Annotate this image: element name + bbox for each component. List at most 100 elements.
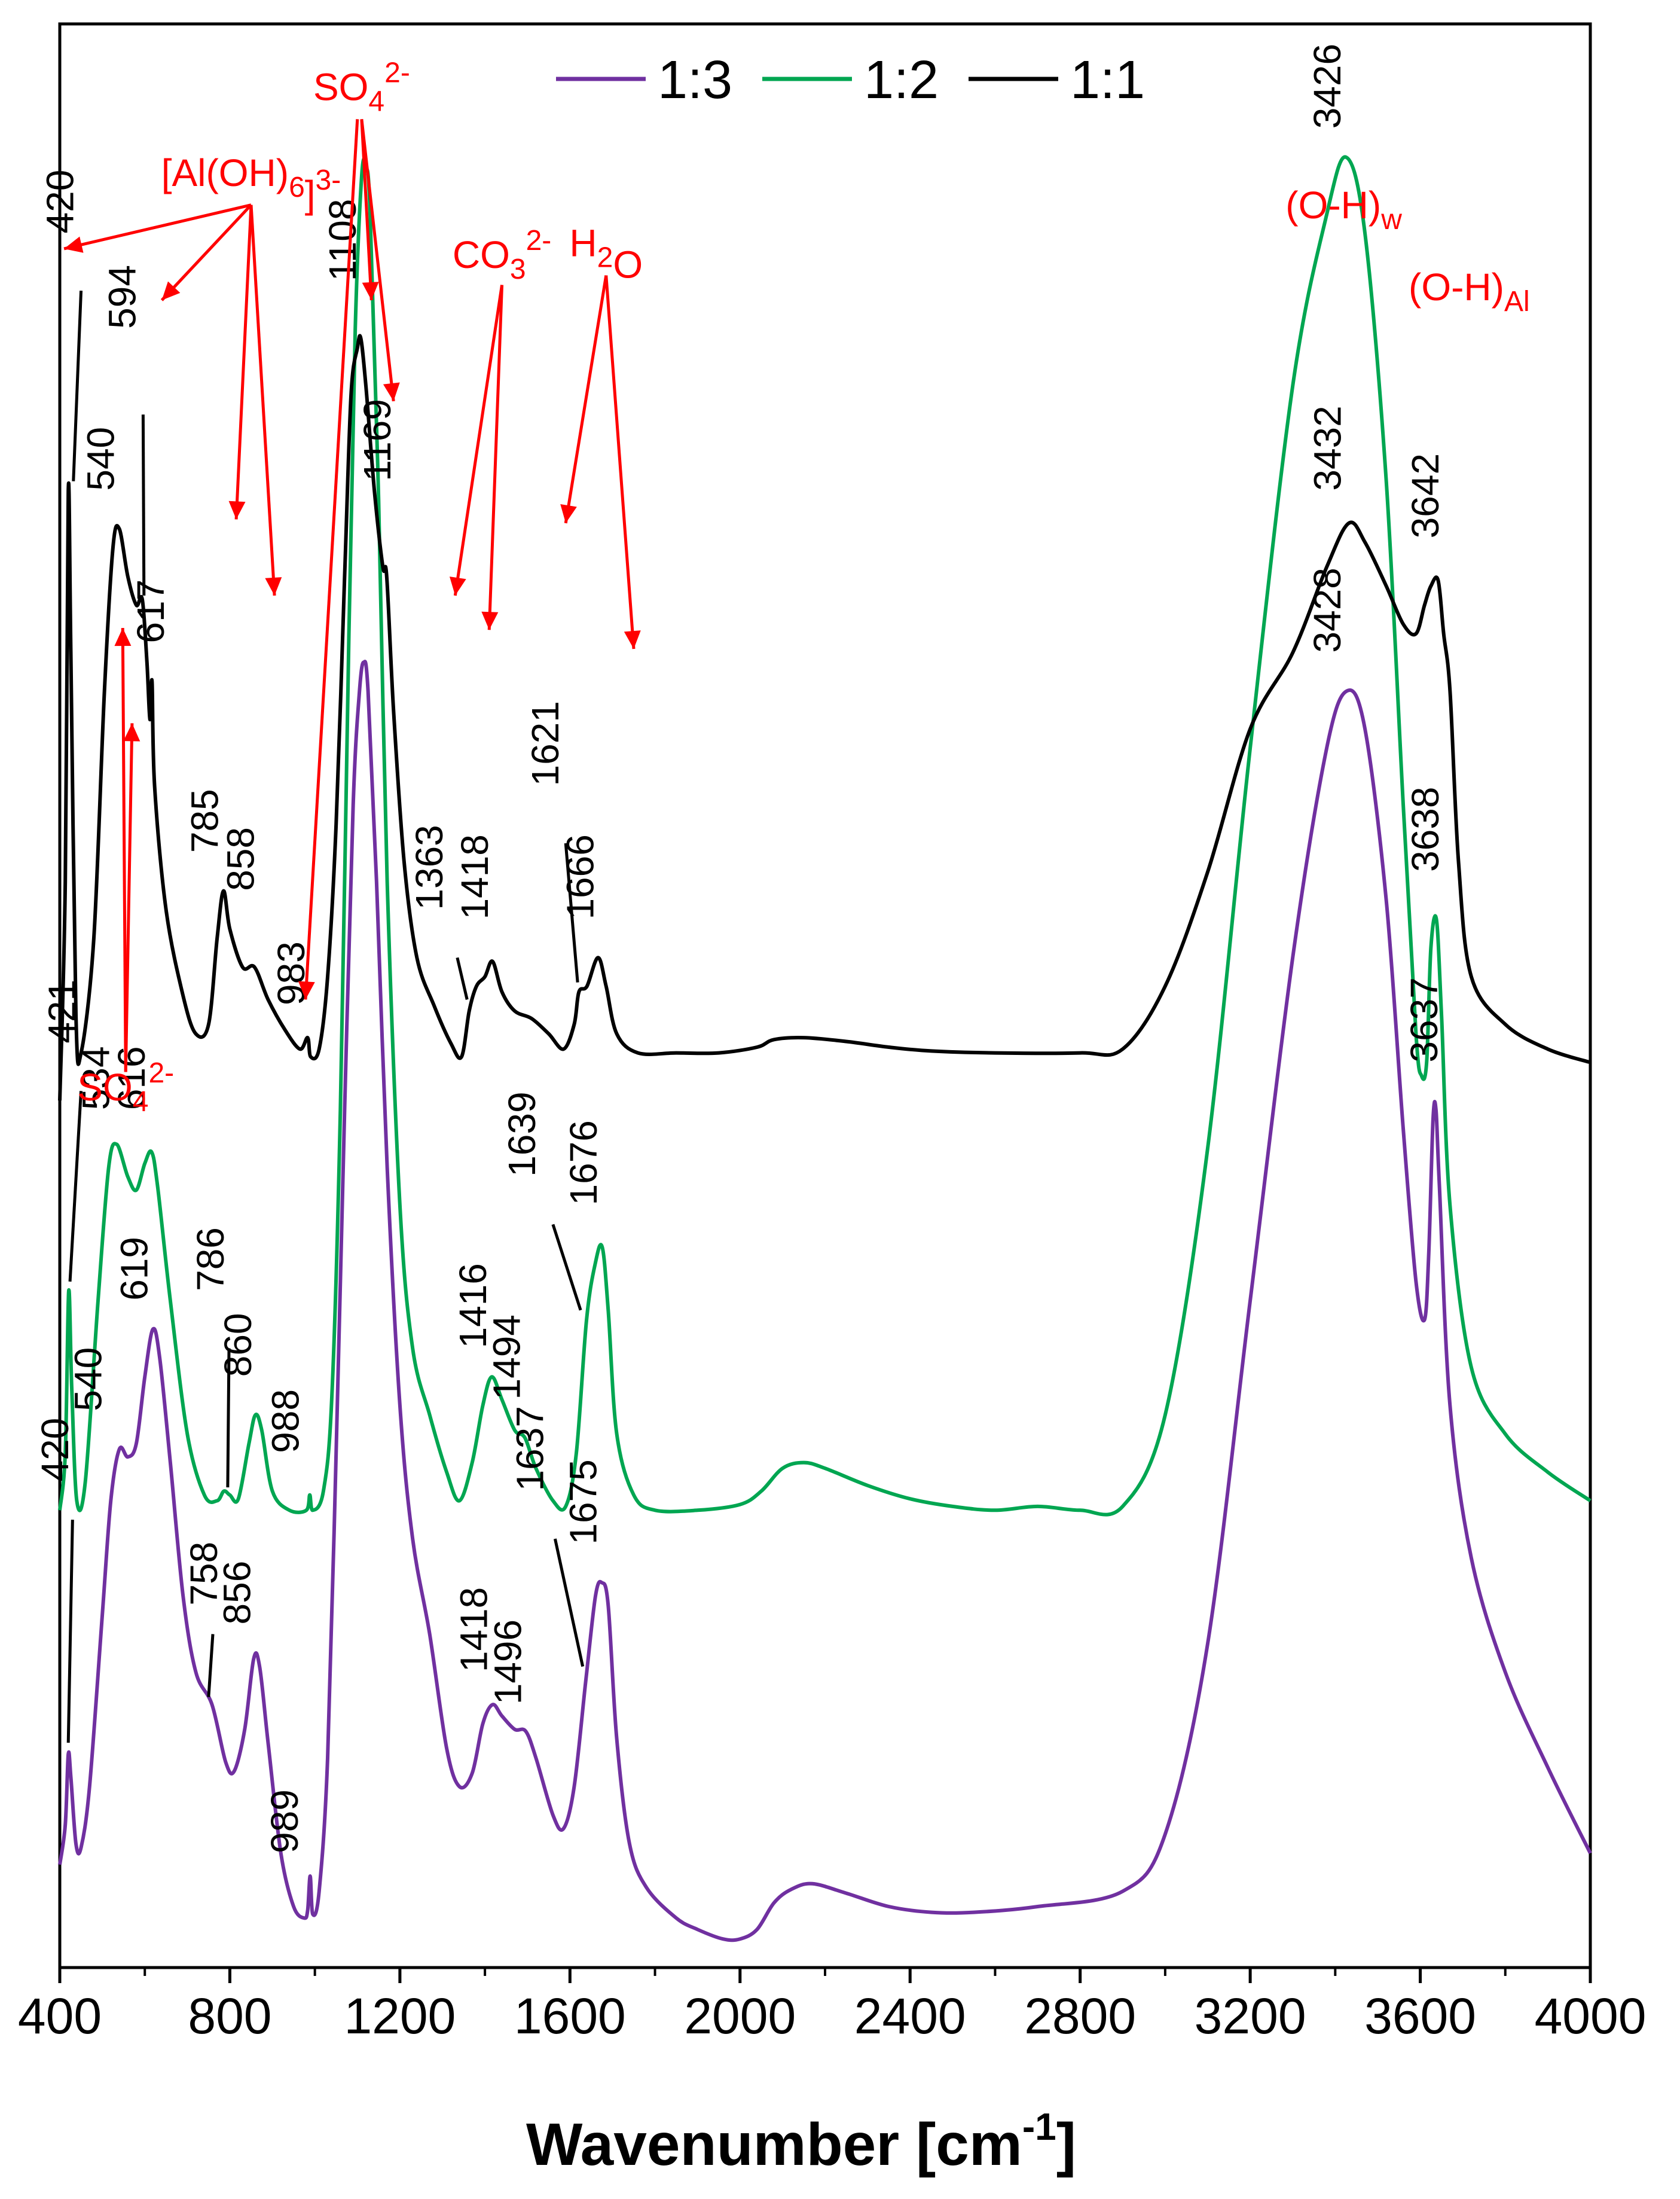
annotation-label: SO42- — [313, 57, 410, 117]
annotation-arrow-line — [234, 205, 253, 520]
annotation-arrow-head — [383, 382, 400, 401]
peak-label: 989 — [263, 1789, 306, 1853]
peak-label: 420 — [39, 170, 82, 234]
peak-label: 617 — [129, 580, 172, 643]
annotation-arrow-line — [604, 275, 636, 649]
annotation-label: H2O — [569, 222, 643, 286]
legend-label-1-3: 1:3 — [658, 50, 732, 110]
peak-leader-line — [66, 1520, 74, 1743]
x-tick-label: 1600 — [514, 1988, 626, 2044]
peak-label: 540 — [79, 427, 122, 491]
annotation-arrow-head — [123, 723, 140, 742]
peak-label: 420 — [33, 1418, 77, 1482]
peak-label: 1363 — [408, 825, 451, 910]
peak-label: 540 — [67, 1347, 110, 1411]
peak-label: 3638 — [1404, 787, 1447, 872]
x-tick-label: 3200 — [1195, 1988, 1306, 2044]
x-axis-label-main: Wavenumber [cm — [526, 2111, 1022, 2178]
peak-label: 1639 — [500, 1091, 543, 1176]
annotation-arrow-head — [64, 236, 84, 253]
annotation-arrow-head — [481, 611, 499, 630]
peak-leader-line — [564, 843, 579, 983]
annotation-arrow-line — [304, 119, 359, 1000]
peak-label: 1418 — [453, 834, 496, 919]
series-line-1-1 — [58, 334, 1591, 1101]
annotation-label: SO42- — [77, 1057, 174, 1118]
peak-leader-line — [72, 290, 83, 481]
peak-label: 534 — [74, 1046, 117, 1110]
annotation-arrow-line — [160, 203, 252, 301]
peak-leader-line — [554, 1538, 585, 1667]
peak-label: 1676 — [562, 1120, 605, 1205]
annotation-main: SO — [77, 1066, 132, 1109]
annotation-main: H — [569, 222, 597, 265]
annotation-sup: 2- — [384, 57, 410, 89]
peak-label: 786 — [189, 1227, 232, 1291]
annotation-arrow-head — [265, 577, 282, 596]
x-tick-label: 4000 — [1535, 1988, 1647, 2044]
peak-label: 616 — [110, 1046, 153, 1110]
annotation-label: (O-H)w — [1285, 184, 1402, 236]
x-tick-label: 3600 — [1364, 1988, 1476, 2044]
annotation-main: SO — [313, 65, 368, 108]
peak-label: 1496 — [487, 1619, 530, 1704]
peak-leader-line — [226, 1348, 231, 1488]
peak-label: 758 — [182, 1542, 225, 1606]
x-axis-label-close: ] — [1056, 2111, 1076, 2178]
peak-label: 3642 — [1404, 453, 1447, 538]
annotation-arrow-head — [624, 630, 641, 649]
peak-leader-line — [551, 1224, 582, 1311]
annotation-close: O — [613, 243, 643, 286]
annotation-arrow-line — [121, 628, 127, 1072]
legend-label-1-2: 1:2 — [864, 50, 939, 110]
peak-label: 421 — [41, 980, 84, 1044]
annotation-sub: 2 — [597, 242, 613, 274]
peak-label: 619 — [112, 1237, 155, 1301]
annotation-main: (O-H) — [1409, 266, 1504, 309]
x-tick-label: 2000 — [684, 1988, 796, 2044]
annotation-arrow-head — [114, 628, 132, 646]
peak-label: 860 — [216, 1313, 259, 1377]
x-axis-label: Wavenumber [cm-1] — [526, 2105, 1076, 2178]
peak-label: 3637 — [1403, 977, 1446, 1062]
series-layer — [58, 155, 1592, 1942]
peak-label: 1169 — [356, 399, 399, 481]
x-tick-label: 400 — [18, 1988, 102, 2044]
peak-label: 1418 — [453, 1587, 496, 1672]
peak-label: 1621 — [524, 701, 567, 786]
annotation-layer: [Al(OH)6]3-SO42-SO42-CO32- H2O(O-H)w(O-H)… — [63, 57, 1530, 1118]
annotation-main: CO — [453, 233, 510, 276]
annotation-arrow-line — [564, 275, 608, 524]
annotation-label: (O-H)Al — [1409, 266, 1530, 318]
peak-leader-line — [207, 1634, 215, 1697]
annotation-label: [Al(OH)6]3- — [161, 151, 341, 216]
x-tick-label: 2400 — [854, 1988, 966, 2044]
annotation-arrow-line — [124, 723, 134, 1072]
annotation-arrow-head — [228, 501, 246, 520]
annotation-arrow-head — [362, 282, 379, 301]
annotation-sub: 6 — [289, 172, 305, 203]
x-axis-label-sup: -1 — [1022, 2105, 1056, 2148]
x-axis: 400 800 1200 1600 2000 2400 2800 3200 3600 4000 — [18, 1968, 1647, 2044]
peak-label: 1675 — [561, 1459, 604, 1544]
annotation-sub: w — [1380, 204, 1402, 236]
peak-label: 785 — [184, 789, 227, 853]
series-line-1-2 — [58, 155, 1592, 1517]
annotation-arrow-line — [487, 285, 504, 630]
annotation-arrow-head — [161, 281, 181, 301]
annotation-main: (O-H) — [1285, 184, 1381, 227]
annotation-sub: 4 — [133, 1086, 149, 1118]
peak-label: 594 — [101, 265, 144, 329]
annotation-label: CO32- — [453, 225, 551, 285]
peak-label: 1666 — [558, 834, 601, 919]
peak-label: 3426 — [1306, 44, 1349, 129]
annotation-arrow-line — [63, 203, 252, 251]
peak-label: 1416 — [451, 1263, 494, 1348]
annotation-sub: 3 — [510, 254, 526, 285]
annotation-close: ] — [305, 173, 316, 216]
annotation-sup: 3- — [316, 164, 341, 196]
annotation-arrow-head — [560, 504, 577, 523]
annotation-arrow-line — [360, 119, 395, 402]
peak-leader-line — [456, 957, 469, 1000]
